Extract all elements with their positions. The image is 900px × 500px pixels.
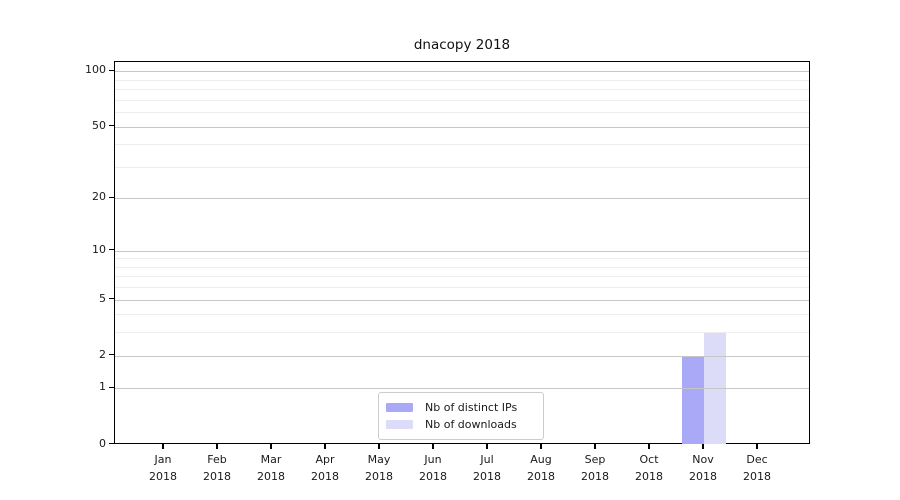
- legend-swatch-distinct-ips-icon: [386, 403, 413, 412]
- x-axis-tick: [756, 444, 758, 449]
- x-tick-label: Jul 2018: [460, 452, 514, 485]
- x-axis-tick: [540, 444, 542, 449]
- x-axis-tick: [270, 444, 272, 449]
- major-gridline: [115, 198, 809, 200]
- y-axis-tick: [109, 249, 114, 251]
- x-tick-label: Mar 2018: [244, 452, 298, 485]
- x-tick-year: 2018: [149, 469, 177, 483]
- legend-label-downloads: Nb of downloads: [425, 418, 517, 431]
- minor-gridline: [115, 276, 809, 278]
- x-tick-year: 2018: [473, 469, 501, 483]
- y-tick-label: 5: [99, 291, 106, 305]
- minor-gridline: [115, 144, 809, 146]
- x-tick-year: 2018: [257, 469, 285, 483]
- x-tick-year: 2018: [419, 469, 447, 483]
- major-gridline: [115, 388, 809, 390]
- y-tick-label: 100: [85, 63, 106, 77]
- minor-gridline: [115, 112, 809, 114]
- x-axis-tick: [378, 444, 380, 449]
- x-tick-label: Sep 2018: [568, 452, 622, 485]
- y-axis-tick: [109, 386, 114, 389]
- y-axis-tick: [109, 442, 114, 445]
- x-tick-label: Oct 2018: [622, 452, 676, 485]
- x-tick-label: Feb 2018: [190, 452, 244, 485]
- x-tick-year: 2018: [581, 469, 609, 483]
- major-gridline: [115, 355, 809, 357]
- x-tick-label: Nov 2018: [676, 452, 730, 485]
- x-axis-tick: [162, 444, 164, 449]
- minor-gridline: [115, 266, 809, 268]
- plot-area: [114, 61, 810, 444]
- y-tick-label: 0: [99, 436, 106, 450]
- x-tick-label: May 2018: [352, 452, 406, 485]
- legend-label-distinct-ips: Nb of distinct IPs: [425, 401, 518, 414]
- minor-gridline: [115, 314, 809, 316]
- x-axis-tick: [324, 444, 326, 449]
- x-axis-tick: [648, 444, 650, 449]
- y-axis-tick: [109, 69, 114, 72]
- x-tick-year: 2018: [743, 469, 771, 483]
- y-tick-label: 10: [92, 242, 106, 256]
- minor-gridline: [115, 99, 809, 101]
- chart-title: dnacopy 2018: [413, 37, 511, 53]
- legend-item-distinct-ips: Nb of distinct IPs: [386, 399, 535, 416]
- x-tick-year: 2018: [311, 469, 339, 483]
- y-axis-tick: [109, 354, 114, 356]
- y-tick-label: 20: [92, 190, 106, 204]
- y-axis-tick: [109, 196, 114, 199]
- x-axis-tick: [702, 444, 704, 449]
- x-tick-label: Jun 2018: [406, 452, 460, 485]
- minor-gridline: [115, 287, 809, 289]
- x-tick-label: Jan 2018: [136, 452, 190, 485]
- x-tick-label: Dec 2018: [730, 452, 784, 485]
- x-tick-year: 2018: [635, 469, 663, 483]
- y-axis-tick: [109, 298, 114, 300]
- x-tick-label: Apr 2018: [298, 452, 352, 485]
- x-tick-year: 2018: [527, 469, 555, 483]
- x-axis-tick: [486, 444, 488, 449]
- x-tick-year: 2018: [689, 469, 717, 483]
- y-axis-tick: [109, 125, 114, 127]
- minor-gridline: [115, 89, 809, 91]
- bar-nov-downloads: [704, 332, 726, 444]
- x-axis-tick: [216, 444, 218, 449]
- minor-gridline: [115, 166, 809, 168]
- major-gridline: [115, 126, 809, 128]
- minor-gridline: [115, 258, 809, 260]
- y-tick-label: 50: [92, 118, 106, 132]
- major-gridline: [115, 250, 809, 252]
- major-gridline: [115, 299, 809, 301]
- x-axis-tick: [432, 444, 434, 449]
- minor-gridline: [115, 332, 809, 334]
- bar-nov-distinct-ips: [682, 355, 704, 444]
- legend: Nb of distinct IPs Nb of downloads: [378, 392, 544, 440]
- y-tick-label: 2: [99, 347, 106, 361]
- legend-swatch-downloads-icon: [386, 420, 413, 429]
- x-tick-year: 2018: [365, 469, 393, 483]
- x-tick-label: Aug 2018: [514, 452, 568, 485]
- major-gridline: [115, 71, 809, 73]
- y-tick-label: 1: [99, 380, 106, 394]
- x-axis-tick: [594, 444, 596, 449]
- legend-item-downloads: Nb of downloads: [386, 416, 535, 433]
- x-tick-year: 2018: [203, 469, 231, 483]
- minor-gridline: [115, 79, 809, 81]
